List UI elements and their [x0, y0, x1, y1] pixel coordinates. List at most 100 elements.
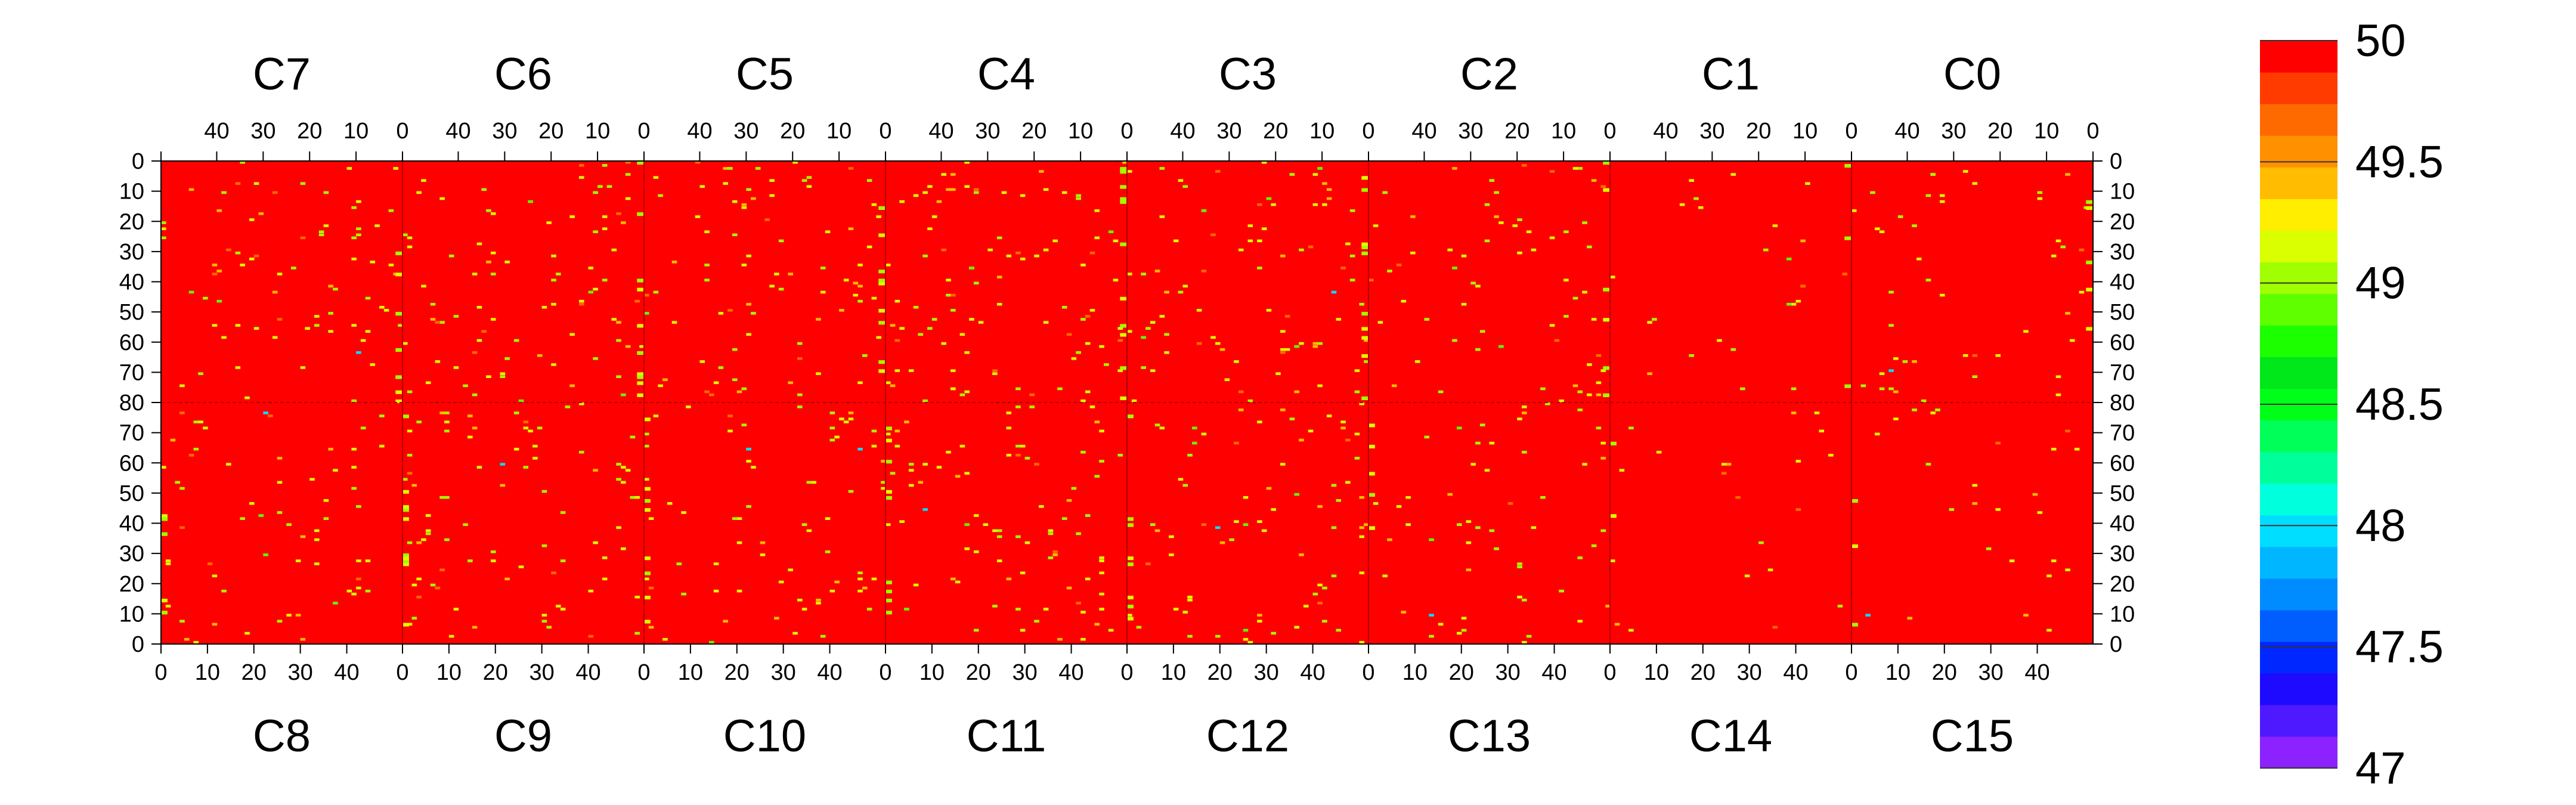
- heatmap-cell: [472, 426, 478, 430]
- heatmap-cell: [1094, 236, 1100, 240]
- heatmap-cell: [407, 541, 413, 544]
- heatmap-cell: [637, 287, 644, 292]
- heatmap-cell: [1006, 454, 1012, 457]
- heatmap-cell: [736, 517, 742, 520]
- heatmap-cell: [370, 363, 376, 366]
- heatmap-cell: [1061, 517, 1067, 520]
- heatmap-cell: [1772, 626, 1778, 629]
- heatmap-cell: [161, 466, 166, 469]
- chip-label-c13: C13: [1448, 711, 1531, 761]
- heatmap-cell: [593, 541, 598, 544]
- heatmap-cell: [1015, 535, 1021, 538]
- heatmap-cell: [1340, 420, 1346, 423]
- x-tick-label-top: 10: [826, 119, 852, 144]
- heatmap-cell: [1522, 599, 1527, 602]
- heatmap-cell: [439, 568, 445, 571]
- x-tick-label-top: 20: [1021, 119, 1046, 144]
- x-tick-label-top: 10: [2034, 119, 2059, 144]
- heatmap-cell: [983, 523, 989, 527]
- heatmap-cell: [416, 420, 422, 423]
- heatmap-cell: [616, 321, 621, 324]
- heatmap-cell: [644, 577, 649, 581]
- heatmap-cell: [1652, 318, 1657, 321]
- heatmap-cell: [1995, 441, 2001, 445]
- heatmap-cell: [746, 188, 751, 191]
- heatmap-cell: [395, 399, 402, 404]
- x-tick-label-top: 40: [204, 119, 229, 144]
- heatmap-cell: [1577, 390, 1583, 394]
- heatmap-cell: [778, 287, 784, 291]
- heatmap-cell: [295, 614, 301, 617]
- heatmap-cell: [941, 248, 947, 252]
- heatmap-cell: [1201, 432, 1207, 436]
- heatmap-cell: [1326, 414, 1332, 417]
- heatmap-cell: [379, 414, 385, 417]
- y-tick-label-left: 60: [119, 330, 144, 355]
- heatmap-cell: [950, 173, 956, 176]
- heatmap-cell: [1354, 390, 1360, 394]
- heatmap-cell: [727, 414, 733, 417]
- heatmap-cell: [1182, 185, 1188, 188]
- heatmap-cell: [908, 369, 914, 372]
- heatmap-cell: [1127, 273, 1132, 275]
- heatmap-cell: [541, 306, 547, 309]
- heatmap-cell: [528, 429, 533, 433]
- heatmap-cell: [532, 444, 538, 448]
- heatmap-cell: [1456, 631, 1462, 635]
- heatmap-cell: [1159, 315, 1165, 318]
- heatmap-cell: [848, 490, 854, 493]
- heatmap-cell: [1043, 321, 1049, 324]
- heatmap-cell: [630, 435, 636, 439]
- heatmap-cell: [1717, 339, 1722, 342]
- heatmap-cell: [1238, 248, 1244, 252]
- heatmap-cell: [161, 514, 168, 518]
- heatmap-cell: [658, 194, 663, 197]
- heatmap-cell: [886, 438, 892, 442]
- heatmap-cell: [448, 634, 454, 638]
- heatmap-cell: [760, 541, 766, 544]
- heatmap-cell: [1470, 463, 1476, 466]
- heatmap-cell: [374, 224, 380, 227]
- heatmap-cell: [1164, 333, 1169, 336]
- x-tick-label-top: 40: [687, 119, 712, 144]
- heatmap-cell: [1219, 541, 1225, 544]
- x-tick-label-bottom: 30: [1979, 660, 2004, 685]
- heatmap-cell: [305, 327, 311, 330]
- heatmap-cell: [1930, 173, 1936, 176]
- heatmap-cell: [1721, 472, 1727, 475]
- heatmap-cell: [402, 505, 409, 509]
- heatmap-cell: [500, 484, 506, 487]
- x-tick-label-top: 30: [250, 119, 275, 144]
- heatmap-cell: [658, 384, 663, 388]
- heatmap-cell: [1582, 463, 1587, 466]
- heatmap-cell: [2086, 206, 2093, 210]
- heatmap-cell: [300, 637, 306, 641]
- heatmap-cell: [2065, 429, 2070, 433]
- heatmap-cell: [1361, 354, 1368, 358]
- heatmap-cell: [1136, 626, 1142, 629]
- heatmap-cell: [2037, 511, 2043, 514]
- heatmap-cell: [1120, 197, 1127, 201]
- heatmap-cell: [1029, 405, 1035, 408]
- x-tick-label-bottom: 20: [1690, 660, 1716, 685]
- heatmap-cell: [1164, 290, 1169, 294]
- heatmap-cell: [964, 523, 970, 527]
- heatmap-cell: [792, 631, 798, 635]
- heatmap-cell: [797, 357, 803, 360]
- chip-label-c6: C6: [494, 49, 552, 100]
- heatmap-cell: [1925, 463, 1931, 466]
- heatmap-cell: [1619, 469, 1625, 472]
- heatmap-cell: [2046, 574, 2052, 578]
- heatmap-cell: [1345, 242, 1351, 246]
- x-tick-label-bottom: 10: [678, 660, 703, 685]
- heatmap-cell: [881, 481, 886, 484]
- heatmap-cell: [490, 251, 496, 255]
- heatmap-cell: [1603, 287, 1610, 292]
- heatmap-cell: [848, 167, 854, 170]
- heatmap-cell: [193, 447, 199, 451]
- heatmap-cell: [973, 191, 979, 194]
- heatmap-cell: [1763, 248, 1769, 252]
- x-tick-label-bottom: 30: [1737, 660, 1762, 685]
- heatmap-cell: [621, 221, 626, 224]
- chip-dividers: [161, 161, 2093, 644]
